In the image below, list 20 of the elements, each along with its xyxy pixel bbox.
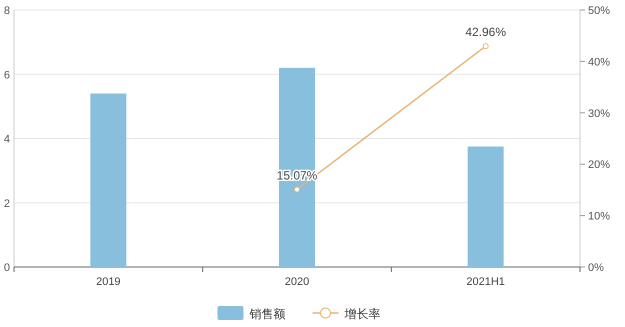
- y-tick-label: 2: [4, 198, 10, 210]
- y2-tick-label: 30%: [588, 108, 610, 120]
- bar: [279, 68, 315, 267]
- y2-tick-label: 20%: [588, 159, 610, 172]
- legend-label: 增长率: [344, 307, 380, 321]
- y2-tick-label: 50%: [588, 5, 610, 17]
- legend-label: 销售额: [248, 307, 286, 321]
- bar: [90, 94, 126, 267]
- y2-tick-label: 0%: [588, 262, 604, 274]
- y-tick-label: 6: [4, 69, 10, 82]
- x-tick-label: 2021H1: [466, 276, 505, 288]
- y2-tick-label: 10%: [588, 210, 610, 223]
- y-tick-label: 8: [4, 5, 10, 17]
- y-tick-label: 0: [4, 262, 10, 274]
- x-tick-label: 2020: [284, 276, 310, 288]
- bar: [468, 146, 504, 267]
- x-tick-label: 2019: [96, 276, 121, 288]
- y-tick-label: 4: [4, 134, 10, 146]
- y2-tick-label: 40%: [588, 56, 610, 68]
- data-label: 42.96%: [465, 25, 506, 40]
